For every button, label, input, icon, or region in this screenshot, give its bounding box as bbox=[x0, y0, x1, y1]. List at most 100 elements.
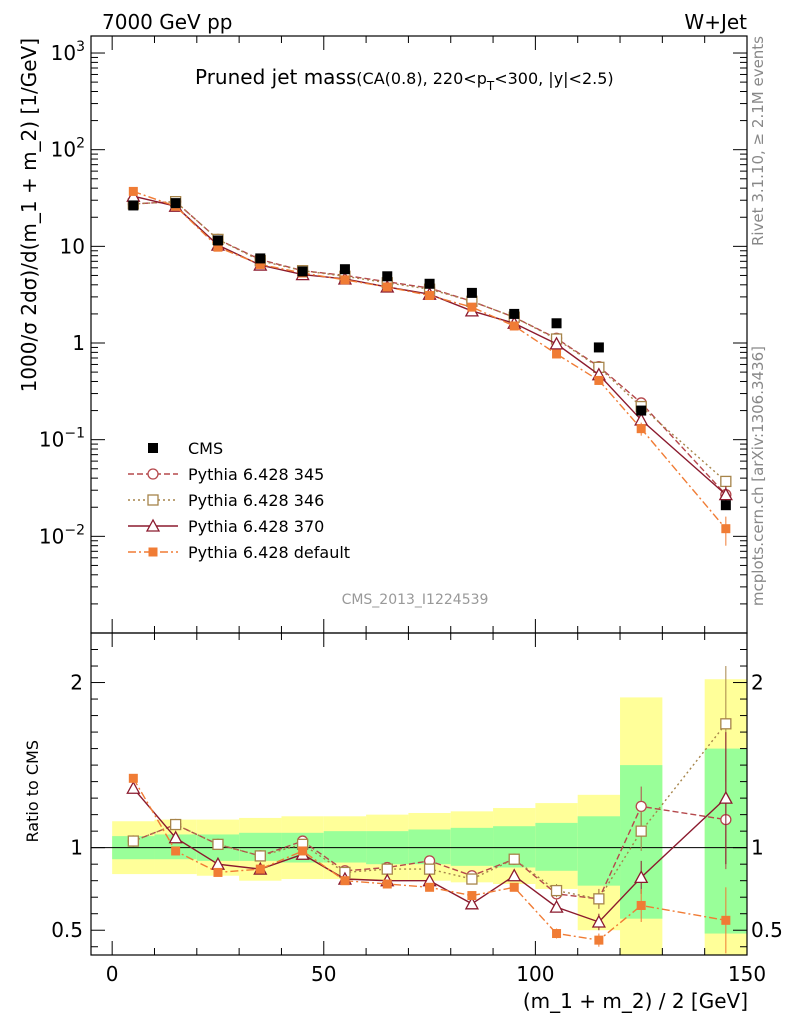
ratio-point bbox=[423, 863, 436, 875]
legend-marker bbox=[147, 468, 159, 480]
ratio-point bbox=[552, 929, 562, 939]
legend-entry: Pythia 6.428 346 bbox=[128, 491, 324, 510]
cms-point bbox=[636, 405, 647, 416]
ratio-frame bbox=[90, 632, 748, 956]
ratio-y-tick-label-right: 2 bbox=[751, 671, 764, 695]
cms-point bbox=[297, 266, 308, 277]
main-point bbox=[425, 291, 435, 301]
legend-label: Pythia 6.428 346 bbox=[188, 491, 324, 510]
ratio-point bbox=[718, 790, 733, 804]
ratio-point bbox=[507, 868, 522, 882]
main-y-tick-label: 10 bbox=[60, 234, 85, 258]
ratio-point bbox=[212, 838, 224, 851]
ratio-y-tick-label: 1 bbox=[70, 836, 83, 860]
green-band bbox=[450, 827, 494, 866]
cms-point bbox=[509, 308, 520, 319]
legend-marker bbox=[148, 443, 158, 453]
legend-entry: Pythia 6.428 default bbox=[128, 543, 350, 562]
main-point bbox=[509, 321, 519, 331]
mcplots-label: mcplots.cern.ch [arXiv:1306.3436] bbox=[749, 346, 767, 606]
ratio-point bbox=[720, 718, 732, 730]
main-point bbox=[718, 487, 733, 501]
main-y-tick-label: 10−2 bbox=[39, 522, 85, 548]
main-point bbox=[382, 282, 392, 292]
ratio-point bbox=[464, 896, 479, 910]
main-ylabel: 1000/σ 2dσ)/d(m_1 + m_2) [1/GeV] bbox=[17, 38, 41, 392]
main-y-tick-label: 1 bbox=[72, 331, 85, 355]
legend-marker bbox=[145, 518, 161, 532]
main-y-tick-label: 10−1 bbox=[39, 426, 85, 452]
ratio-point bbox=[635, 800, 647, 813]
main-series-line bbox=[133, 200, 727, 482]
cms-point bbox=[551, 318, 562, 329]
legend-entry: CMS bbox=[148, 439, 223, 458]
ratio-x-tick-label: 0 bbox=[106, 962, 119, 986]
ratio-point bbox=[382, 879, 392, 889]
main-point bbox=[636, 424, 646, 434]
ratio-point bbox=[168, 830, 183, 844]
green-band bbox=[577, 816, 621, 886]
legend-label: Pythia 6.428 default bbox=[188, 543, 350, 562]
cms-point bbox=[382, 271, 393, 282]
legend-label: Pythia 6.428 345 bbox=[188, 465, 324, 484]
ratio-point bbox=[340, 876, 350, 886]
main-title-sub: (CA(0.8), 220<p bbox=[356, 69, 487, 88]
main-point bbox=[552, 349, 562, 359]
ratio-point bbox=[635, 825, 647, 837]
main-point bbox=[594, 375, 604, 385]
cms-point bbox=[255, 253, 266, 264]
ratio-point bbox=[509, 882, 519, 892]
ratio-panel: 0 50 100 150 0.5 0.5 1 1 2 2 bbox=[51, 632, 783, 986]
ratio-point bbox=[549, 899, 564, 913]
main-data-series bbox=[128, 198, 731, 511]
ratio-point bbox=[593, 893, 605, 905]
green-band bbox=[323, 831, 367, 863]
legend-label: CMS bbox=[188, 439, 223, 458]
main-point bbox=[340, 275, 350, 285]
ratio-series bbox=[127, 666, 732, 909]
ratio-point bbox=[298, 846, 308, 856]
main-point bbox=[467, 302, 477, 312]
cms-point bbox=[212, 235, 223, 246]
ratio-point bbox=[636, 900, 646, 910]
legend-entry: Pythia 6.428 345 bbox=[128, 465, 324, 484]
main-title-sub-end: <300, |y|<2.5) bbox=[494, 69, 613, 88]
ratio-point bbox=[634, 870, 649, 884]
ratio-point bbox=[171, 846, 181, 856]
ratio-point bbox=[128, 773, 138, 783]
main-y-tick-label: 102 bbox=[51, 136, 85, 162]
main-point bbox=[128, 186, 138, 196]
ratio-x-tick-label: 100 bbox=[516, 962, 554, 986]
cms-point bbox=[424, 278, 435, 289]
main-panel: 10−2 10−1 1 10 102 103 bbox=[39, 35, 748, 634]
main-point bbox=[721, 524, 731, 534]
ratio-point bbox=[381, 863, 393, 875]
main-point bbox=[720, 475, 732, 488]
cms-point bbox=[128, 200, 139, 211]
ratio-x-tick-label: 150 bbox=[728, 962, 766, 986]
legend-label: Pythia 6.428 370 bbox=[188, 517, 324, 536]
ratio-y-tick-label: 0.5 bbox=[51, 918, 83, 942]
ratio-series-line bbox=[133, 805, 726, 900]
ratio-point bbox=[550, 884, 563, 897]
ratio-point bbox=[721, 915, 731, 925]
rivet-version-label: Rivet 3.1.10, ≥ 2.1M events bbox=[749, 36, 767, 246]
legend-marker bbox=[148, 547, 158, 557]
ratio-point bbox=[255, 864, 265, 874]
main-series-line bbox=[133, 190, 727, 530]
ratio-x-tick-label: 50 bbox=[311, 962, 336, 986]
main-title-text: Pruned jet mass bbox=[195, 65, 356, 89]
analysis-id: CMS_2013_I1224539 bbox=[342, 592, 489, 608]
ratio-point bbox=[127, 835, 139, 847]
ratio-point bbox=[594, 935, 604, 945]
ratio-series bbox=[128, 773, 731, 954]
ratio-series-line bbox=[132, 787, 727, 923]
ratio-point bbox=[508, 853, 520, 865]
main-title: Pruned jet mass(CA(0.8), 220<pT<300, |y|… bbox=[195, 65, 614, 93]
header-left: 7000 GeV pp bbox=[102, 10, 233, 34]
ratio-point bbox=[126, 780, 141, 794]
legend-marker bbox=[147, 494, 159, 506]
ratio-y-tick-label-right: 0.5 bbox=[751, 918, 783, 942]
